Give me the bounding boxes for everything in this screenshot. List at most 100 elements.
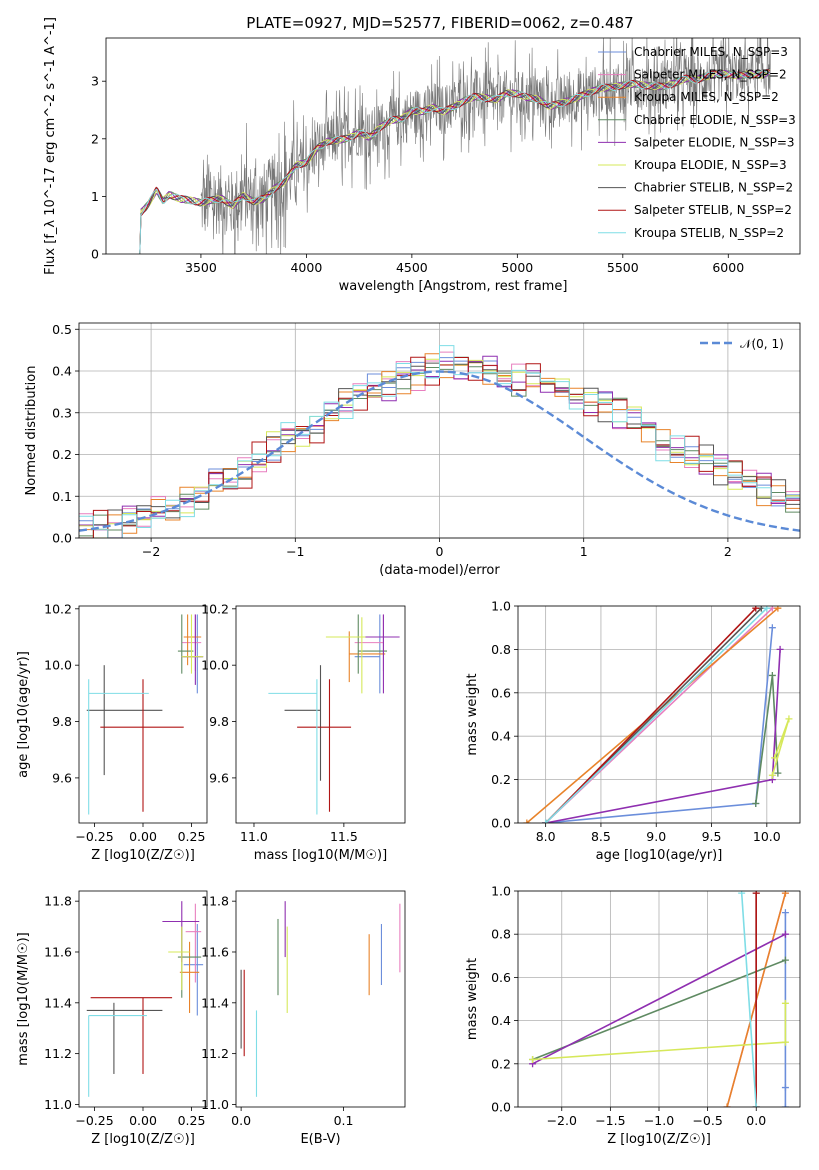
residuals-axes: −2 −1 0 1 2 0.0 0.1 0.2 0.3 0.4 0.5 (data-model)/er…: [24, 322, 801, 578]
weight-vs-Z-ytick-label: 0.2: [491, 1056, 511, 1071]
mass-vs-EBV-ytick-label: 11.0: [201, 1097, 229, 1112]
residuals-xtick-label: −1: [286, 544, 304, 559]
weight-marker: [752, 799, 760, 807]
spectrum-data-line: [200, 38, 771, 254]
residuals-plot-area: [79, 345, 800, 538]
weight-vs-age-xlabel: age [log10(age/yr)]: [596, 848, 723, 863]
weight-vs-Z-ytick-label: 0.8: [491, 927, 511, 942]
weight-marker: [781, 999, 789, 1007]
weight-vs-Z-xtick-label: −0.5: [692, 1113, 722, 1128]
mass-vs-Z-ytick-label: 11.6: [44, 944, 72, 959]
spectrum-ytick-label: 0: [91, 247, 99, 262]
residuals-frame: [78, 322, 801, 539]
age-vs-mass-xtick-label: 11.5: [330, 829, 358, 844]
spectrum-xtick-label: 6000: [712, 260, 744, 275]
weight-vs-Z-xtick-label: −1.0: [644, 1113, 674, 1128]
weight-line: [545, 627, 774, 823]
weight-vs-age-ytick-label: 0.8: [491, 642, 511, 657]
spectrum-xtick-label: 5500: [607, 260, 639, 275]
age-vs-mass-frame: [235, 605, 406, 824]
weight-line: [545, 607, 768, 823]
weight-marker: [781, 1038, 789, 1046]
weight-marker: [752, 1103, 760, 1107]
weight-vs-Z-ytick-label: 0.6: [491, 970, 511, 985]
age-vs-Z-ytick-label: 10.0: [44, 658, 72, 673]
weight-line: [532, 933, 786, 1065]
age-vs-mass-ytick-label: 10.2: [201, 601, 229, 616]
spectrum-frame: [105, 37, 801, 255]
spectrum-model-line: [139, 70, 771, 254]
weight-marker: [768, 771, 776, 779]
legend-entry: Salpeter ELODIE, N_SSP=3: [634, 135, 795, 149]
spectrum-xtick-label: 3500: [185, 260, 217, 275]
residuals-ytick-label: 0.1: [52, 489, 72, 504]
spectrum-xlabel: wavelength [Angstrom, rest frame]: [339, 279, 568, 294]
age-vs-Z-xtick-label: 0.00: [129, 829, 157, 844]
mass-vs-EBV-ytick-label: 11.8: [201, 894, 229, 909]
weight-vs-Z-ytick-label: 0.0: [491, 1100, 511, 1115]
chart-title: PLATE=0927, MJD=52577, FIBERID=0062, z=0…: [246, 14, 633, 32]
weight-line: [545, 607, 757, 823]
mass-vs-EBV-axes: 0.0 0.1 11.0 11.2 11.4 11.6 11.8 E(B-V): [201, 890, 406, 1147]
mass-vs-EBV-xlabel: E(B-V): [300, 1132, 340, 1147]
legend-entry: Salpeter STELIB, N_SSP=2: [634, 203, 792, 217]
age-vs-mass-axes: 11.0 11.5 9.6 9.8 10.0 10.2 mass [log10(M/M☉)]: [201, 601, 406, 863]
weight-vs-Z-xtick-label: −1.5: [595, 1113, 625, 1128]
mass-vs-Z-xtick-label: 0.25: [178, 1113, 206, 1128]
residuals-xtick-label: 2: [724, 544, 732, 559]
mass-vs-EBV-ytick-label: 11.2: [201, 1046, 229, 1061]
weight-line: [740, 893, 757, 1107]
mass-vs-Z-plot-area: [86, 901, 204, 1097]
weight-vs-Z-axes: −2.0 −1.5 −1.0 −0.5 0.0 0.0 0.2 0.4 0.6 0.8 1.0 Z […: [465, 884, 801, 1147]
age-vs-mass-xlabel: mass [log10(M/M☉)]: [254, 848, 387, 863]
age-vs-Z-ytick-label: 9.8: [52, 714, 72, 729]
weight-marker: [752, 606, 760, 612]
residuals-ytick-label: 0.3: [52, 405, 72, 420]
residuals-xtick-label: 1: [580, 544, 588, 559]
age-vs-Z-xtick-label: −0.25: [75, 829, 113, 844]
weight-marker: [781, 930, 789, 938]
weight-marker: [785, 715, 793, 723]
legend-entry: Kroupa MILES, N_SSP=2: [634, 90, 779, 104]
spectrum-ytick-label: 3: [91, 74, 99, 89]
weight-marker: [768, 671, 776, 679]
mass-vs-EBV-frame: [235, 890, 406, 1108]
spectrum-ytick-label: 1: [91, 189, 99, 204]
legend-entry: 𝒩(0, 1): [740, 337, 784, 351]
age-vs-Z-axes: −0.25 0.00 0.25 9.6 9.8 10.0 10.2 Z [log10(Z/Z☉…: [16, 601, 208, 863]
weight-vs-Z-xtick-label: −2.0: [547, 1113, 577, 1128]
weight-marker: [774, 769, 782, 777]
age-vs-mass-ytick-label: 9.6: [209, 770, 229, 785]
residuals-xlabel: (data-model)/error: [379, 563, 500, 578]
age-vs-Z-frame: [78, 605, 208, 824]
mass-vs-Z-ytick-label: 11.2: [44, 1046, 72, 1061]
mass-vs-EBV-ytick-label: 11.4: [201, 995, 229, 1010]
mass-vs-Z-ytick-label: 11.8: [44, 894, 72, 909]
weight-marker: [781, 1103, 789, 1107]
residuals-ylabel: Normed distribution: [24, 366, 39, 496]
weight-vs-age-xtick-label: 8.0: [536, 829, 556, 844]
weight-vs-age-ytick-label: 0.0: [491, 816, 511, 831]
age-vs-mass-ytick-label: 10.0: [201, 658, 229, 673]
age-vs-mass-ytick-label: 9.8: [209, 714, 229, 729]
mass-vs-EBV-xtick-label: 0.1: [334, 1113, 354, 1128]
weight-vs-age-ytick-label: 1.0: [491, 599, 511, 614]
spectrum-model-line: [139, 68, 771, 254]
legend-entry: Kroupa ELODIE, N_SSP=3: [634, 158, 787, 172]
weight-marker: [723, 1103, 731, 1107]
mass-vs-EBV-ytick-label: 11.6: [201, 944, 229, 959]
weight-marker: [752, 891, 760, 897]
weight-marker: [542, 819, 550, 823]
legend-entry: Chabrier MILES, N_SSP=3: [634, 45, 788, 59]
weight-marker: [781, 909, 789, 917]
legend-entry: Salpeter MILES, N_SSP=2: [634, 68, 787, 82]
weight-vs-age-ytick-label: 0.2: [491, 772, 511, 787]
age-vs-Z-xtick-label: 0.25: [178, 829, 206, 844]
spectrum-ytick-label: 2: [91, 131, 99, 146]
mass-vs-Z-xtick-label: 0.00: [129, 1113, 157, 1128]
mass-vs-Z-ytick-label: 11.0: [44, 1097, 72, 1112]
mass-vs-Z-xlabel: Z [log10(Z/Z☉)]: [91, 1132, 195, 1147]
weight-vs-Z-ytick-label: 0.4: [491, 1013, 511, 1028]
mass-vs-Z-frame: [78, 890, 208, 1108]
residuals-xtick-label: 0: [436, 544, 444, 559]
